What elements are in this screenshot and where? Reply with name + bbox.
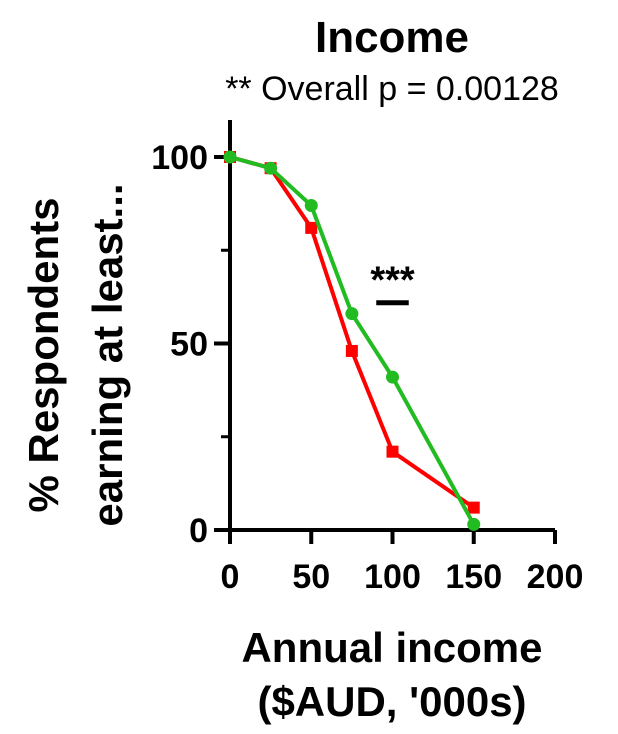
y-tick-label: 100 xyxy=(151,139,208,177)
series-1-point xyxy=(467,517,481,531)
annotation-layer: *** xyxy=(370,260,415,306)
significance-marker: *** xyxy=(370,260,415,302)
series-1-point xyxy=(304,198,318,212)
x-tick-label: 150 xyxy=(445,558,502,596)
series-1-point xyxy=(386,370,399,384)
series-0-point xyxy=(386,445,399,458)
series-1-point xyxy=(345,307,359,321)
y-axis-label: % Respondents earning at least... xyxy=(20,183,131,526)
series-1-point xyxy=(264,161,278,175)
chart-subtitle: ** Overall p = 0.00128 xyxy=(225,70,559,108)
series-0-point xyxy=(467,501,480,514)
chart-title: Income xyxy=(315,13,469,62)
series-0-point xyxy=(305,221,318,234)
axes-layer: 0 50 100 150 200 0 50 100 xyxy=(151,120,583,596)
y-axis-label-line-2: earning at least... xyxy=(84,183,131,526)
series-0-point xyxy=(345,344,358,357)
series-1-line xyxy=(229,155,476,526)
y-tick-label: 0 xyxy=(189,512,208,550)
x-tick-label: 100 xyxy=(364,558,421,596)
y-tick-label: 50 xyxy=(170,326,208,364)
y-axis-label-line-1: % Respondents xyxy=(20,197,67,512)
x-tick-label: 200 xyxy=(527,558,584,596)
x-axis-label-line-1: Annual income xyxy=(241,624,542,671)
x-tick-label: 50 xyxy=(292,558,330,596)
x-tick-label: 0 xyxy=(221,558,240,596)
x-axis-label-line-2: ($AUD, '000s) xyxy=(257,678,526,725)
series-layer xyxy=(223,150,481,531)
series-1-point xyxy=(223,150,237,164)
